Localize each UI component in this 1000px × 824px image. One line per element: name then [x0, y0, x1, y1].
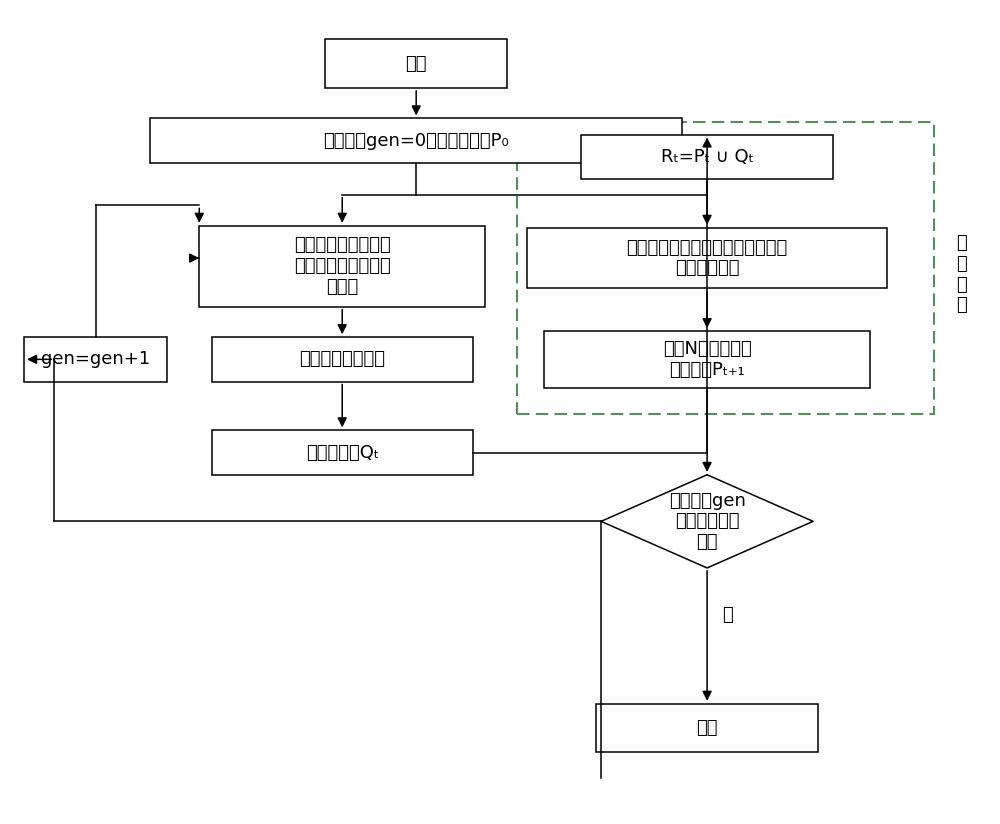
Text: 得到子种群Qₜ: 得到子种群Qₜ — [306, 443, 379, 461]
Text: 开始: 开始 — [405, 54, 427, 73]
FancyBboxPatch shape — [212, 430, 473, 475]
Text: 进化代数gen=0，初始化种群P₀: 进化代数gen=0，初始化种群P₀ — [323, 132, 509, 150]
Text: 精
英
策
略: 精 英 策 略 — [956, 234, 967, 315]
FancyBboxPatch shape — [596, 704, 818, 752]
Text: 选前N个个体产生
父代种群Pₜ₊₁: 选前N个个体产生 父代种群Pₜ₊₁ — [663, 340, 751, 379]
Text: 选择、交叉、变异: 选择、交叉、变异 — [299, 350, 385, 368]
Text: 终止: 终止 — [696, 719, 718, 737]
Text: 是: 是 — [722, 606, 733, 624]
FancyBboxPatch shape — [150, 119, 682, 163]
FancyBboxPatch shape — [24, 337, 167, 382]
FancyBboxPatch shape — [527, 227, 887, 288]
FancyBboxPatch shape — [199, 226, 485, 307]
FancyBboxPatch shape — [325, 40, 507, 88]
FancyBboxPatch shape — [581, 134, 833, 179]
Text: Rₜ=Pₜ ∪ Qₜ: Rₜ=Pₜ ∪ Qₜ — [661, 147, 754, 166]
FancyBboxPatch shape — [544, 331, 870, 388]
Text: gen=gen+1: gen=gen+1 — [41, 350, 150, 368]
Text: 快速非支配排序，并计算虚拟适应
度和拥挤距离: 快速非支配排序，并计算虚拟适应 度和拥挤距离 — [626, 239, 788, 278]
FancyBboxPatch shape — [212, 337, 473, 382]
Text: 快速非支配排序，并
计算虚拟适应度和拥
挤距离: 快速非支配排序，并 计算虚拟适应度和拥 挤距离 — [294, 236, 391, 296]
Text: 进化代数gen
是否达到最大
代数: 进化代数gen 是否达到最大 代数 — [669, 492, 746, 551]
